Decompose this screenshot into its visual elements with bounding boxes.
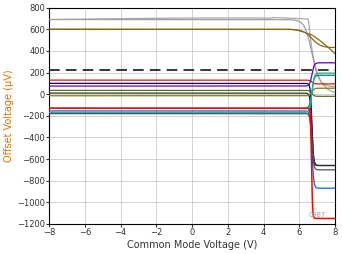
Y-axis label: Offset Voltage (µV): Offset Voltage (µV) [4,69,14,162]
Text: C007: C007 [308,213,325,218]
X-axis label: Common Mode Voltage (V): Common Mode Voltage (V) [127,240,257,250]
